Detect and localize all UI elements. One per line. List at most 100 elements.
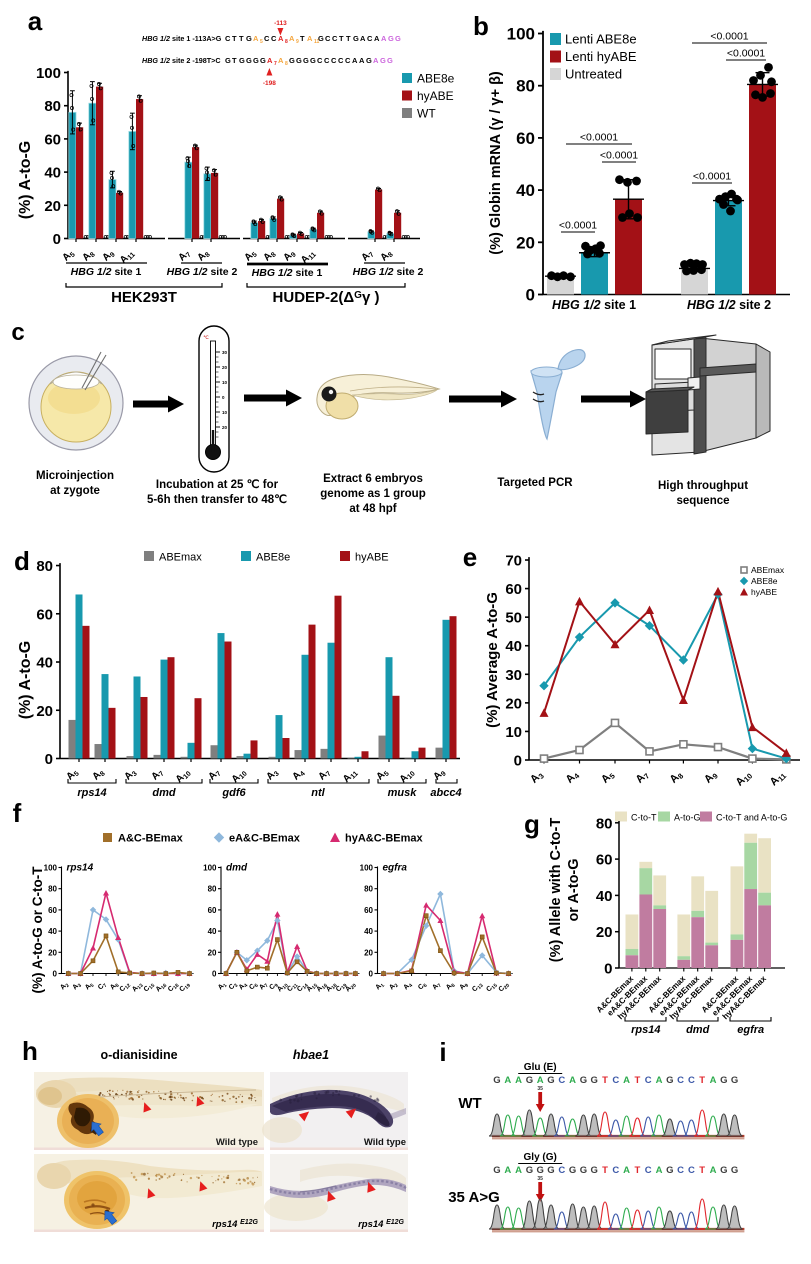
svg-text:10: 10 (222, 410, 228, 415)
svg-text:80: 80 (48, 885, 57, 894)
svg-text:20: 20 (505, 695, 522, 712)
svg-text:Extract 6 embryos: Extract 6 embryos (323, 473, 423, 485)
svg-text:C: C (332, 34, 338, 43)
svg-text:11: 11 (314, 39, 320, 45)
svg-text:rps14: rps14 (77, 787, 106, 799)
svg-text:at zygote: at zygote (50, 485, 100, 497)
svg-text:30: 30 (222, 350, 228, 355)
svg-text:G: G (296, 56, 302, 65)
svg-text:at 48 hpf: at 48 hpf (349, 503, 396, 515)
svg-text:o-dianisidine: o-dianisidine (100, 1048, 177, 1062)
svg-text:10: 10 (222, 380, 228, 385)
svg-text:40: 40 (48, 927, 57, 936)
svg-text:(%) A-to-G: (%) A-to-G (17, 641, 34, 720)
svg-text:G: G (731, 1165, 738, 1176)
svg-text:G: G (591, 1165, 598, 1176)
svg-text:C6: C6 (248, 981, 260, 993)
svg-text:Targeted PCR: Targeted PCR (497, 477, 573, 489)
svg-text:<0.0001: <0.0001 (559, 220, 597, 232)
svg-text:rps14 E12G: rps14 E12G (358, 1219, 404, 1230)
svg-text:ntl: ntl (311, 787, 325, 799)
svg-text:T: T (232, 34, 237, 43)
svg-text:HBG 1/2 site 1: HBG 1/2 site 1 (252, 267, 323, 279)
svg-text:80: 80 (516, 77, 535, 96)
svg-text:or A-to-G: or A-to-G (566, 858, 582, 921)
svg-text:<0.0001: <0.0001 (710, 31, 748, 43)
svg-text:A: A (623, 1075, 630, 1086)
svg-text:70: 70 (505, 553, 522, 570)
svg-text:60: 60 (505, 581, 522, 598)
svg-text:℃: ℃ (203, 335, 209, 341)
svg-text:e: e (463, 542, 477, 572)
svg-text:0: 0 (53, 231, 61, 248)
svg-text:ABE8e: ABE8e (417, 72, 455, 86)
svg-text:100: 100 (203, 864, 217, 873)
svg-text:C: C (271, 34, 277, 43)
svg-text:A3: A3 (71, 981, 83, 993)
svg-text:G: G (493, 1165, 500, 1176)
svg-text:ABE8e: ABE8e (751, 576, 778, 586)
svg-text:f: f (13, 798, 22, 828)
svg-text:7: 7 (274, 61, 277, 67)
svg-text:G: G (547, 1165, 554, 1176)
svg-text:A: A (253, 34, 259, 43)
svg-text:A: A (656, 1075, 663, 1086)
svg-text:HUDEP-2(ΔGγ ): HUDEP-2(ΔGγ ) (273, 289, 380, 306)
svg-text:HBG 1/2 site 2: HBG 1/2 site 2 (353, 266, 424, 278)
svg-text:C3: C3 (228, 981, 240, 993)
svg-text:hyABE: hyABE (355, 552, 389, 564)
svg-text:G: G (380, 56, 386, 65)
svg-text:G: G (246, 34, 252, 43)
svg-text:35: 35 (537, 1086, 543, 1092)
svg-text:C: C (345, 56, 351, 65)
svg-text:A4: A4 (403, 981, 415, 993)
svg-text:8: 8 (285, 61, 288, 67)
svg-text:(%) A-to-G: (%) A-to-G (17, 141, 34, 220)
svg-text:60: 60 (44, 131, 61, 148)
svg-text:C: C (331, 56, 337, 65)
svg-text:A2: A2 (388, 981, 400, 993)
svg-text:dmd: dmd (686, 1024, 710, 1036)
svg-text:A5: A5 (84, 981, 96, 993)
svg-text:20: 20 (516, 233, 535, 252)
svg-text:A1: A1 (374, 981, 386, 993)
svg-text:80: 80 (596, 815, 613, 832)
svg-text:G: G (591, 1075, 598, 1086)
svg-text:(%) Allele with C-to-T: (%) Allele with C-to-T (548, 818, 564, 963)
svg-text:0: 0 (369, 970, 374, 979)
svg-text:(%) Average A-to-G: (%) Average A-to-G (484, 592, 501, 728)
svg-text:A: A (267, 56, 273, 65)
svg-text:WT: WT (458, 1095, 481, 1112)
svg-text:HBG 1/2 site 1: HBG 1/2 site 1 (552, 298, 636, 312)
svg-text:A: A (656, 1165, 663, 1176)
svg-text:C: C (558, 1075, 565, 1086)
svg-text:G: G (289, 56, 295, 65)
svg-text:Lenti ABE8e: Lenti ABE8e (565, 32, 637, 47)
svg-text:60: 60 (208, 906, 217, 915)
svg-text:ABEmax: ABEmax (159, 552, 202, 564)
svg-text:G: G (537, 1165, 544, 1176)
svg-text:C: C (612, 1075, 619, 1086)
svg-text:40: 40 (596, 888, 613, 905)
svg-text:35: 35 (537, 1176, 543, 1182)
svg-text:-113: -113 (274, 20, 287, 27)
svg-text:HBG 1/2 site 2: HBG 1/2 site 2 (687, 298, 771, 312)
svg-text:100: 100 (360, 864, 374, 873)
svg-text:9: 9 (296, 39, 299, 45)
svg-text:a: a (28, 6, 43, 36)
svg-text:HEK293T: HEK293T (111, 289, 177, 306)
svg-text:A8: A8 (445, 981, 457, 993)
svg-text:C: C (688, 1075, 695, 1086)
svg-text:WT: WT (417, 107, 436, 121)
svg-text:High throughput: High throughput (658, 480, 748, 492)
svg-text:60: 60 (364, 906, 373, 915)
svg-text:A: A (360, 34, 366, 43)
svg-text:abcc4: abcc4 (430, 787, 461, 799)
svg-text:T: T (339, 34, 344, 43)
svg-text:20: 20 (364, 948, 373, 957)
svg-text:A: A (504, 1165, 511, 1176)
svg-text:A: A (278, 34, 284, 43)
svg-text:G: G (666, 1075, 673, 1086)
svg-text:ABE8e: ABE8e (256, 552, 290, 564)
svg-text:rps14: rps14 (631, 1024, 660, 1036)
